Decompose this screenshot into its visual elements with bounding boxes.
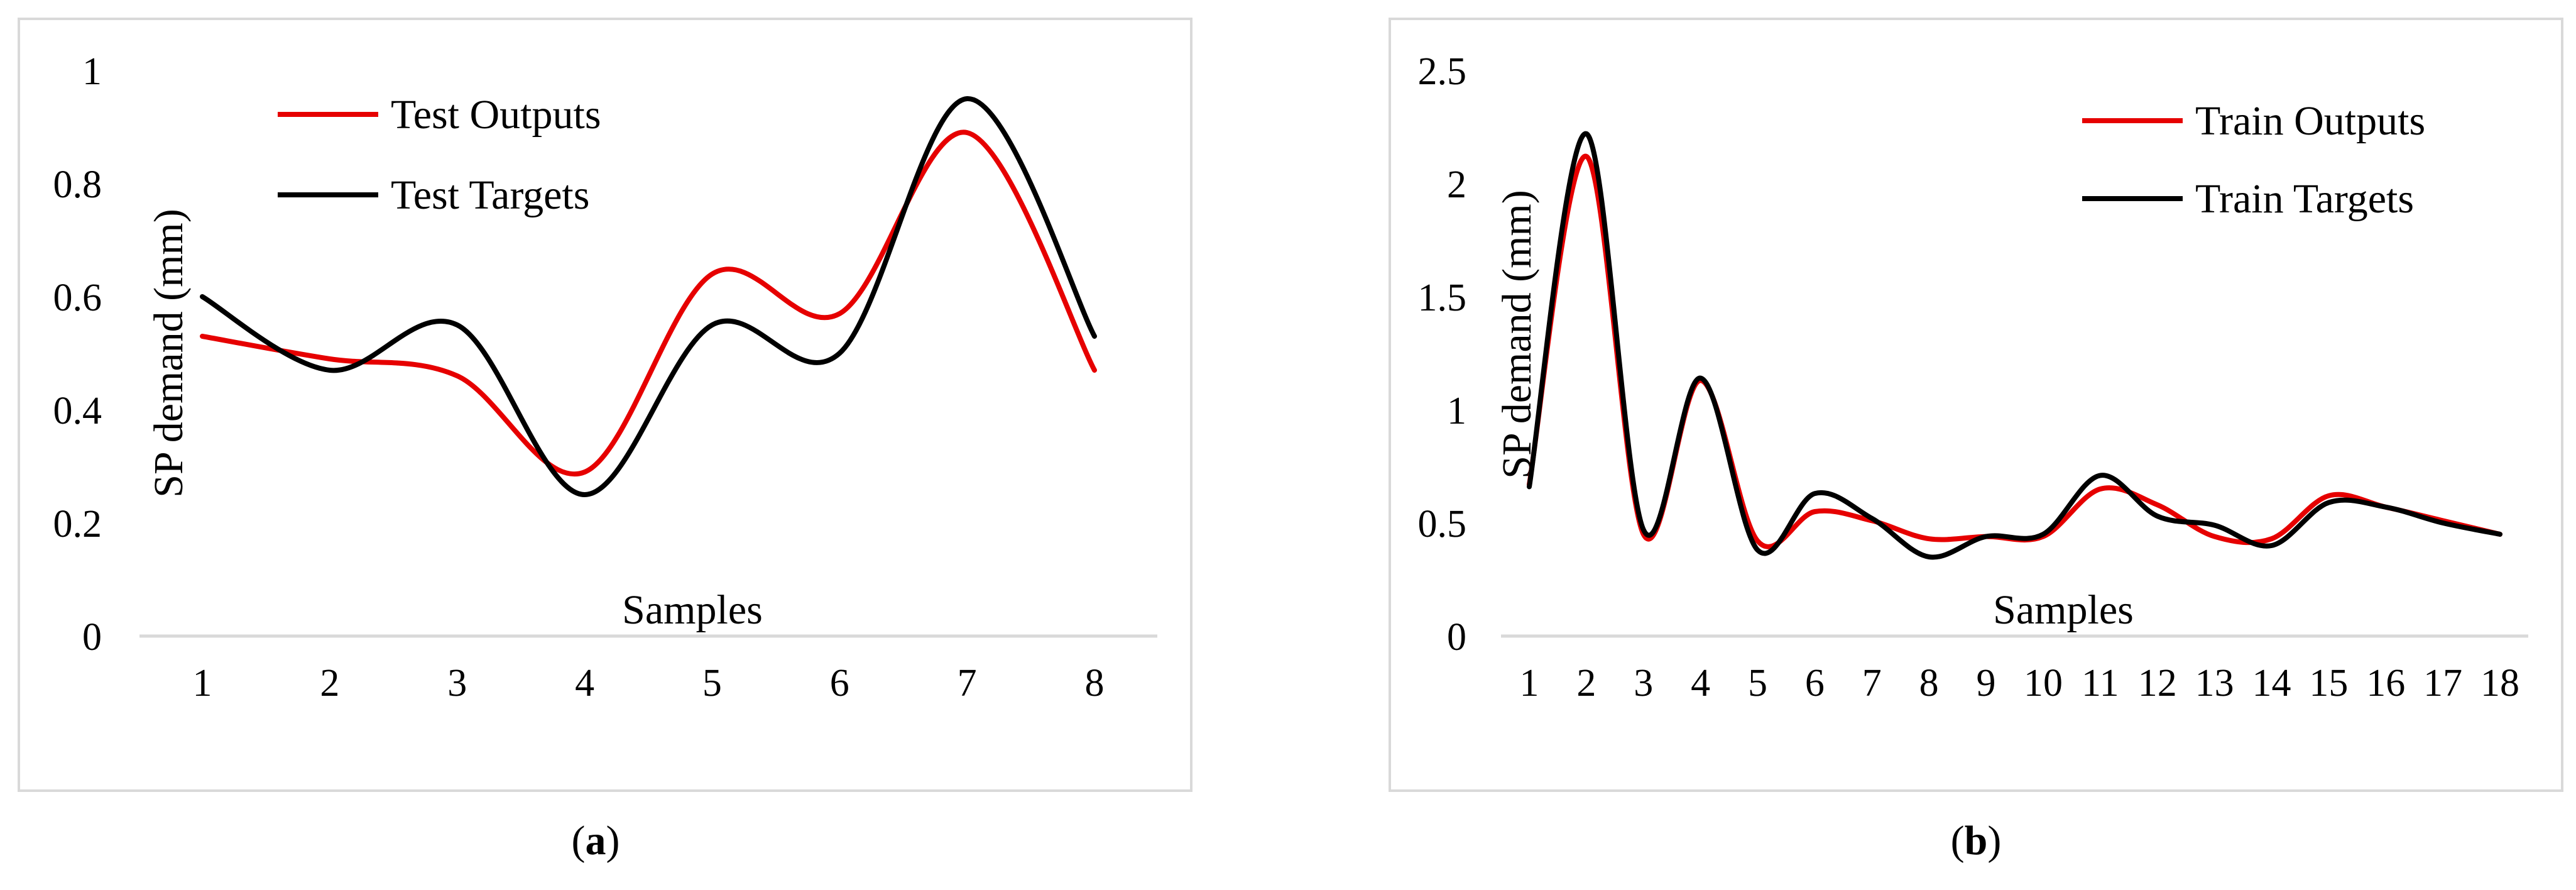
- x-tick-label: 2: [1576, 662, 1596, 705]
- series-line-targets: [1527, 131, 2502, 560]
- legend-label: Train Targets: [2195, 176, 2414, 222]
- x-tick-label: 8: [1085, 662, 1105, 705]
- x-tick-label: 2: [320, 662, 339, 705]
- y-tick-label: 0.5: [1418, 503, 1467, 546]
- x-tick-label: 1: [1520, 662, 1539, 705]
- y-axis-title: SP demand (mm): [146, 209, 192, 498]
- x-tick-label: 17: [2423, 662, 2462, 705]
- x-tick-label: 7: [1862, 662, 1882, 705]
- x-tick-label: 5: [1748, 662, 1767, 705]
- x-tick-label: 16: [2366, 662, 2405, 705]
- y-tick-label: 0: [82, 616, 102, 659]
- x-tick-label: 4: [575, 662, 594, 705]
- x-axis-title: Samples: [622, 587, 763, 633]
- x-tick-label: 3: [1634, 662, 1653, 705]
- y-tick-label: 0: [1447, 616, 1466, 659]
- x-tick-label: 8: [1919, 662, 1939, 705]
- y-tick-label: 0.6: [53, 277, 102, 319]
- series-line-outputs: [200, 129, 1097, 476]
- x-tick-label: 9: [1977, 662, 1996, 705]
- x-tick-label: 4: [1691, 662, 1710, 705]
- caption-a: (a): [571, 818, 620, 864]
- x-tick-label: 1: [193, 662, 212, 705]
- x-tick-label: 11: [2082, 662, 2119, 705]
- legend-label: Test Targets: [391, 172, 589, 218]
- x-tick-label: 12: [2138, 662, 2177, 705]
- chart-a-svg: 0 0.2 0.4 0.6 0.8 1 1 2 3 4 5 6 7 8 Samples SP demand (…: [53, 50, 1157, 705]
- chart-panel-b: 0 0.5 1 1.5 2 2.5 1 2 3 4 5 6 7 8 9 10 11 12 13 14 15 16 17 18 S…: [1389, 18, 2563, 792]
- x-tick-label: 6: [830, 662, 849, 705]
- x-tick-label: 5: [702, 662, 722, 705]
- y-tick-label: 0.2: [53, 503, 102, 546]
- x-tick-label: 13: [2195, 662, 2234, 705]
- caption-b-label: b: [1964, 818, 1988, 864]
- y-tick-label: 2: [1447, 163, 1466, 206]
- x-tick-label: 18: [2480, 662, 2519, 705]
- x-tick-label: 15: [2309, 662, 2348, 705]
- x-tick-label: 7: [958, 662, 977, 705]
- y-axis-title: SP demand (mm): [1494, 190, 1540, 479]
- y-tick-label: 1: [82, 50, 102, 93]
- x-tick-label: 10: [2024, 662, 2063, 705]
- caption-b: (b): [1950, 818, 2002, 864]
- x-tick-label: 14: [2252, 662, 2291, 705]
- y-tick-label: 1.5: [1418, 277, 1467, 319]
- chart-b-svg: 00.511.522.51 2 3 4 5 6 7 8 9 10 11 12 13 14 15 16 17 18S…: [1418, 50, 2528, 705]
- chart-panel-a: 0 0.2 0.4 0.6 0.8 1 1 2 3 4 5 6 7 8 Samples SP demand (…: [18, 18, 1192, 792]
- y-tick-label: 0.8: [53, 163, 102, 206]
- legend-label: Train Outputs: [2195, 98, 2425, 144]
- y-tick-label: 1: [1447, 390, 1466, 432]
- x-axis-title: Samples: [1993, 587, 2134, 633]
- y-tick-label: 2.5: [1418, 50, 1467, 93]
- caption-a-label: a: [585, 818, 606, 864]
- x-tick-label: 3: [447, 662, 467, 705]
- series-line-targets: [200, 96, 1097, 497]
- legend-label: Test Outputs: [391, 92, 601, 138]
- x-tick-label: 6: [1805, 662, 1825, 705]
- y-tick-label: 0.4: [53, 390, 102, 432]
